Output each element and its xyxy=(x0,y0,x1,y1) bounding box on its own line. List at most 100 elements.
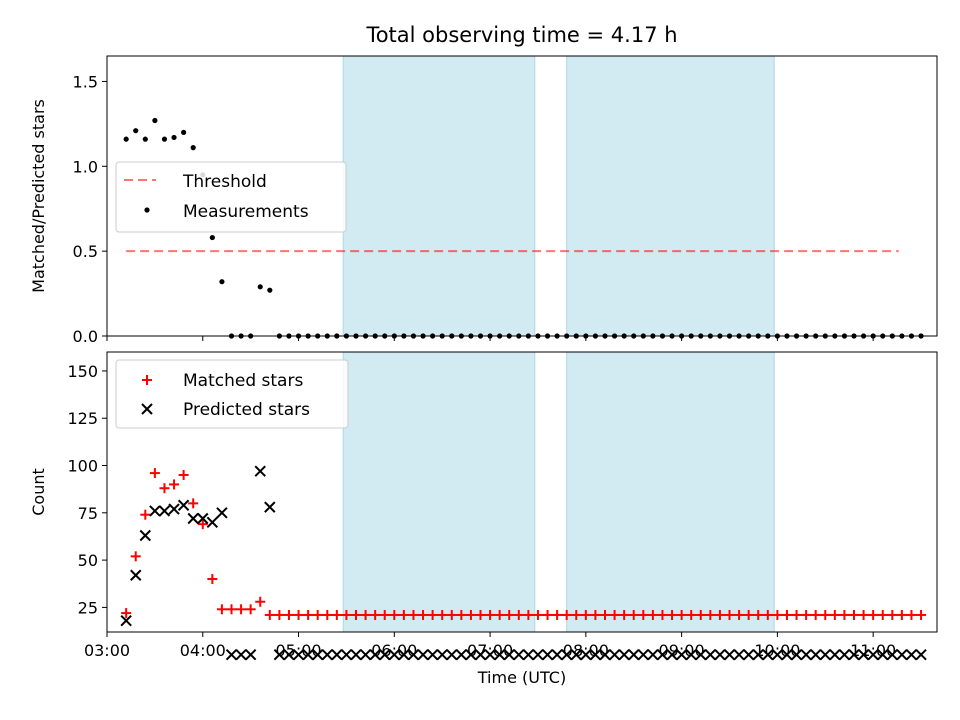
predicted-star-point xyxy=(896,648,908,661)
predicted-star-point xyxy=(647,648,659,661)
predicted-star-point xyxy=(503,648,515,661)
matched-star-point xyxy=(197,519,208,530)
predicted-star-point xyxy=(848,648,860,661)
matched-star-point xyxy=(504,609,515,620)
legend-predicted-label: Predicted stars xyxy=(183,400,310,420)
matched-star-point xyxy=(398,609,409,620)
predicted-star-point xyxy=(589,648,602,661)
predicted-star-point xyxy=(551,648,563,661)
predicted-star-point xyxy=(580,648,592,661)
predicted-star-point xyxy=(742,648,755,661)
measurement-point xyxy=(209,234,215,241)
predicted-star-point xyxy=(522,648,535,661)
predicted-star-point xyxy=(599,648,611,661)
predicted-star-point xyxy=(905,648,918,661)
matched-star-point xyxy=(667,609,678,620)
predicted-star-point xyxy=(120,614,132,627)
matched-star-point xyxy=(590,609,601,620)
y-axis-label: Matched/Predicted stars xyxy=(29,99,48,293)
y-tick-label: 0.0 xyxy=(73,327,98,346)
predicted-star-point xyxy=(608,648,621,661)
matched-star-point xyxy=(829,609,840,620)
y-tick-label: 1.5 xyxy=(73,72,98,91)
matched-star-point xyxy=(456,609,467,620)
predicted-star-point xyxy=(886,648,899,661)
predicted-star-point xyxy=(867,648,879,661)
y-axis-label: Count xyxy=(29,468,48,516)
predicted-star-point xyxy=(628,648,640,661)
measurement-point xyxy=(219,279,225,285)
predicted-star-point xyxy=(273,648,286,661)
matched-star-point xyxy=(762,609,773,620)
plot-frame xyxy=(106,55,938,337)
legend-bottom: Matched stars Predicted stars xyxy=(115,359,349,429)
matched-star-point xyxy=(207,574,218,585)
predicted-star-point xyxy=(321,648,333,661)
matched-star-point xyxy=(743,609,754,620)
legend-measurement-swatch xyxy=(144,207,150,213)
matched-star-point xyxy=(695,609,706,620)
matched-star-point xyxy=(753,609,764,620)
predicted-star-point xyxy=(455,648,468,661)
predicted-star-point xyxy=(283,648,295,661)
predicted-star-point xyxy=(656,648,669,661)
matched-star-point xyxy=(130,551,141,562)
matched-star-point xyxy=(465,609,476,620)
y-tick-label: 25 xyxy=(78,598,98,617)
measurement-point xyxy=(133,128,139,134)
matched-star-point xyxy=(532,609,543,620)
predicted-star-point xyxy=(819,648,831,661)
matched-star-point xyxy=(628,609,639,620)
predicted-star-point xyxy=(254,465,266,477)
matched-star-point xyxy=(255,596,266,607)
matched-star-point xyxy=(571,609,582,620)
matched-star-point xyxy=(169,479,180,490)
predicted-star-point xyxy=(302,648,314,661)
predicted-star-point xyxy=(187,512,199,525)
chart-title: Total observing time = 4.17 h xyxy=(365,23,677,47)
matched-star-point xyxy=(216,604,227,615)
matched-star-point xyxy=(542,609,553,620)
predicted-star-point xyxy=(790,648,803,661)
y-tick-label: 100 xyxy=(67,457,98,476)
shaded-interval xyxy=(342,351,536,633)
predicted-star-point xyxy=(675,648,688,661)
shaded-interval xyxy=(342,55,536,337)
measurement-point xyxy=(257,284,263,290)
matched-star-point xyxy=(686,609,697,620)
predicted-star-point xyxy=(733,648,745,661)
legend-threshold-label: Threshold xyxy=(182,172,267,192)
matched-star-point xyxy=(714,609,725,620)
predicted-star-point xyxy=(350,648,362,661)
predicted-star-point xyxy=(877,648,889,661)
predicted-star-point xyxy=(340,648,353,661)
matched-star-point xyxy=(781,609,792,620)
y-tick-label: 150 xyxy=(67,362,98,381)
matched-star-point xyxy=(561,609,572,620)
matched-star-point xyxy=(609,609,620,620)
predicted-star-point xyxy=(532,648,544,661)
matched-star-point xyxy=(580,609,591,620)
predicted-star-point xyxy=(197,512,209,525)
matched-star-point xyxy=(226,604,237,615)
matched-star-point xyxy=(896,609,907,620)
matched-star-point xyxy=(523,609,534,620)
predicted-star-point xyxy=(398,648,410,661)
predicted-star-point xyxy=(292,648,305,661)
predicted-star-point xyxy=(331,648,343,661)
predicted-star-point xyxy=(618,648,630,661)
matched-star-point xyxy=(877,609,888,620)
matched-star-point xyxy=(140,509,151,520)
matched-star-point xyxy=(734,609,745,620)
y-tick-label: 50 xyxy=(78,551,98,570)
measurement-point xyxy=(123,136,129,142)
x-tick-label: 04:00 xyxy=(180,641,226,660)
matched-star-point xyxy=(619,609,630,620)
predicted-star-point xyxy=(417,648,429,661)
predicted-star-point xyxy=(838,648,851,661)
matched-star-point xyxy=(906,609,917,620)
predicted-star-point xyxy=(570,648,582,661)
legend-matched-label: Matched stars xyxy=(183,371,303,391)
matched-star-point xyxy=(331,609,342,620)
